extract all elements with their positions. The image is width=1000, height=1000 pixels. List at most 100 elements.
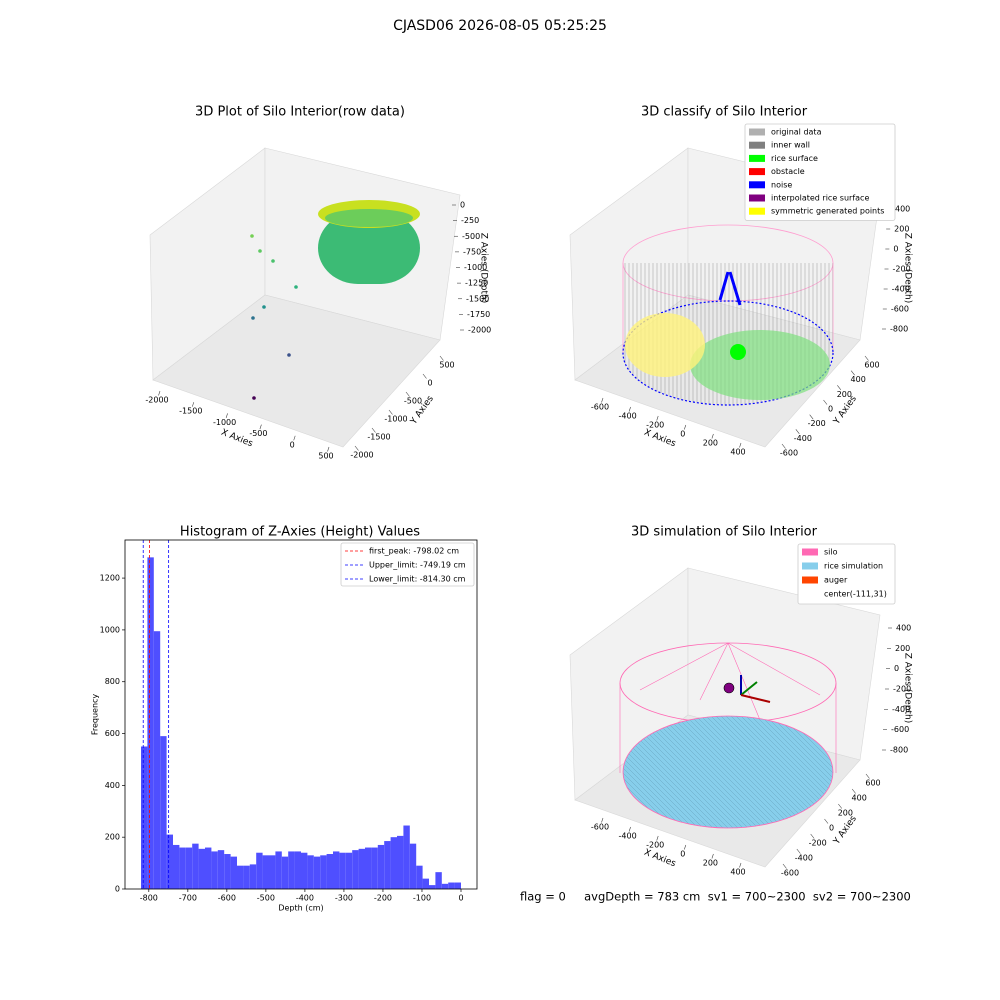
x-tick-label: 400 bbox=[730, 868, 745, 877]
y-tick-label: 200 bbox=[838, 809, 853, 818]
bar bbox=[185, 847, 193, 889]
x-tick-label: -400 bbox=[296, 894, 314, 903]
chart-title: 3D simulation of Silo Interior bbox=[631, 525, 818, 540]
tick-mark bbox=[739, 442, 742, 448]
z-tick-label: -250 bbox=[461, 216, 479, 225]
tick-mark bbox=[192, 402, 195, 407]
bar bbox=[249, 864, 257, 889]
bar bbox=[326, 854, 333, 889]
y-tick-label: 600 bbox=[864, 361, 879, 370]
z-tick-label: -600 bbox=[891, 725, 909, 734]
z-tick-label: 400 bbox=[895, 205, 910, 214]
bar bbox=[217, 850, 225, 889]
x-tick-label: 0 bbox=[680, 430, 685, 439]
chart-title: 3D classify of Silo Interior bbox=[641, 105, 808, 120]
bar bbox=[243, 865, 250, 889]
z-axis-label: Z Axies (Depth) bbox=[479, 233, 489, 304]
axes-frame bbox=[124, 539, 478, 890]
x-tick-label: -600 bbox=[591, 823, 609, 832]
legend-swatch bbox=[749, 181, 765, 189]
bar bbox=[403, 825, 410, 889]
y-axis-label: Y Axies bbox=[831, 814, 859, 847]
legend-label: silo bbox=[824, 548, 838, 557]
z-tick-label: 0 bbox=[460, 201, 465, 210]
tick-mark bbox=[782, 863, 787, 869]
y-axis-label: Frequency bbox=[91, 694, 100, 736]
y-tick-label: 0 bbox=[427, 379, 432, 388]
bar bbox=[416, 865, 423, 889]
legend-swatch bbox=[749, 141, 765, 149]
bar bbox=[352, 850, 359, 889]
legend-label: obstacle bbox=[771, 167, 805, 176]
z-tick-label: -600 bbox=[891, 305, 909, 314]
tick-mark bbox=[293, 435, 296, 441]
tick-mark bbox=[656, 835, 659, 841]
tick-mark bbox=[327, 446, 330, 452]
bar bbox=[339, 852, 346, 889]
y-tick-label: -1500 bbox=[367, 433, 390, 442]
tick-mark bbox=[781, 443, 786, 449]
x-axis-label: X Axies bbox=[643, 428, 678, 450]
tick-mark bbox=[823, 399, 828, 405]
bar bbox=[198, 848, 205, 889]
tick-mark bbox=[371, 427, 376, 433]
x-tick-label: 200 bbox=[703, 439, 718, 448]
chart-title: 3D Plot of Silo Interior(row data) bbox=[195, 105, 405, 120]
bar bbox=[160, 736, 167, 889]
raw-cloud bbox=[250, 200, 420, 400]
z-tick-label: -750 bbox=[463, 247, 481, 256]
tick-mark bbox=[809, 414, 814, 420]
bar bbox=[192, 843, 199, 889]
chart-title: Histogram of Z-Axies (Height) Values bbox=[180, 525, 420, 540]
legend-swatch bbox=[749, 194, 765, 202]
status-text: flag = 0 avgDepth = 783 cm sv1 = 700~230… bbox=[520, 890, 911, 904]
y-tick-label: 1000 bbox=[100, 625, 120, 634]
bar bbox=[262, 855, 269, 889]
x-tick-label: -500 bbox=[249, 429, 267, 438]
y-tick-label: -400 bbox=[795, 854, 813, 863]
tick-mark bbox=[422, 373, 427, 379]
legend-label: Upper_limit: -749.19 cm bbox=[369, 561, 466, 570]
tick-mark bbox=[796, 848, 801, 854]
bar bbox=[256, 852, 263, 889]
x-tick-label: -500 bbox=[257, 894, 275, 903]
y-tick-label: 1200 bbox=[100, 574, 120, 583]
x-tick-label: 0 bbox=[290, 440, 295, 449]
x-tick-label: -400 bbox=[619, 412, 637, 421]
tick-mark bbox=[850, 370, 855, 376]
tick-mark bbox=[656, 415, 659, 421]
z-tick-label: -1750 bbox=[467, 310, 490, 319]
bar bbox=[153, 631, 161, 889]
bar bbox=[301, 852, 308, 889]
legend-label: auger bbox=[824, 576, 848, 585]
y-tick-label: -600 bbox=[781, 869, 799, 878]
x-tick-label: -600 bbox=[218, 894, 236, 903]
z-tick-label: 400 bbox=[896, 624, 911, 633]
z-tick-label: -1000 bbox=[464, 263, 487, 272]
bar bbox=[224, 854, 231, 889]
y-tick-label: 800 bbox=[105, 677, 120, 686]
bar bbox=[345, 852, 353, 889]
x-tick-label: -200 bbox=[374, 894, 392, 903]
z-tick-label: -400 bbox=[892, 285, 910, 294]
bar bbox=[147, 557, 154, 889]
legend-box bbox=[744, 123, 896, 221]
bar bbox=[173, 844, 180, 889]
bar bbox=[441, 883, 449, 889]
tick-mark bbox=[838, 803, 843, 809]
legend-label: interpolated rice surface bbox=[771, 194, 869, 203]
tick-mark bbox=[354, 445, 359, 451]
bar bbox=[429, 885, 436, 889]
y-tick-label: -200 bbox=[808, 419, 826, 428]
bar bbox=[384, 841, 391, 889]
legend-swatch bbox=[749, 207, 765, 215]
legend-swatch bbox=[802, 562, 818, 570]
z-tick-label: -400 bbox=[892, 705, 910, 714]
tick-mark bbox=[259, 424, 262, 430]
y-tick-label: 400 bbox=[105, 781, 120, 790]
z-tick-label: -800 bbox=[890, 325, 908, 334]
bar bbox=[211, 851, 218, 889]
tick-mark bbox=[865, 773, 870, 779]
bar bbox=[371, 847, 378, 889]
